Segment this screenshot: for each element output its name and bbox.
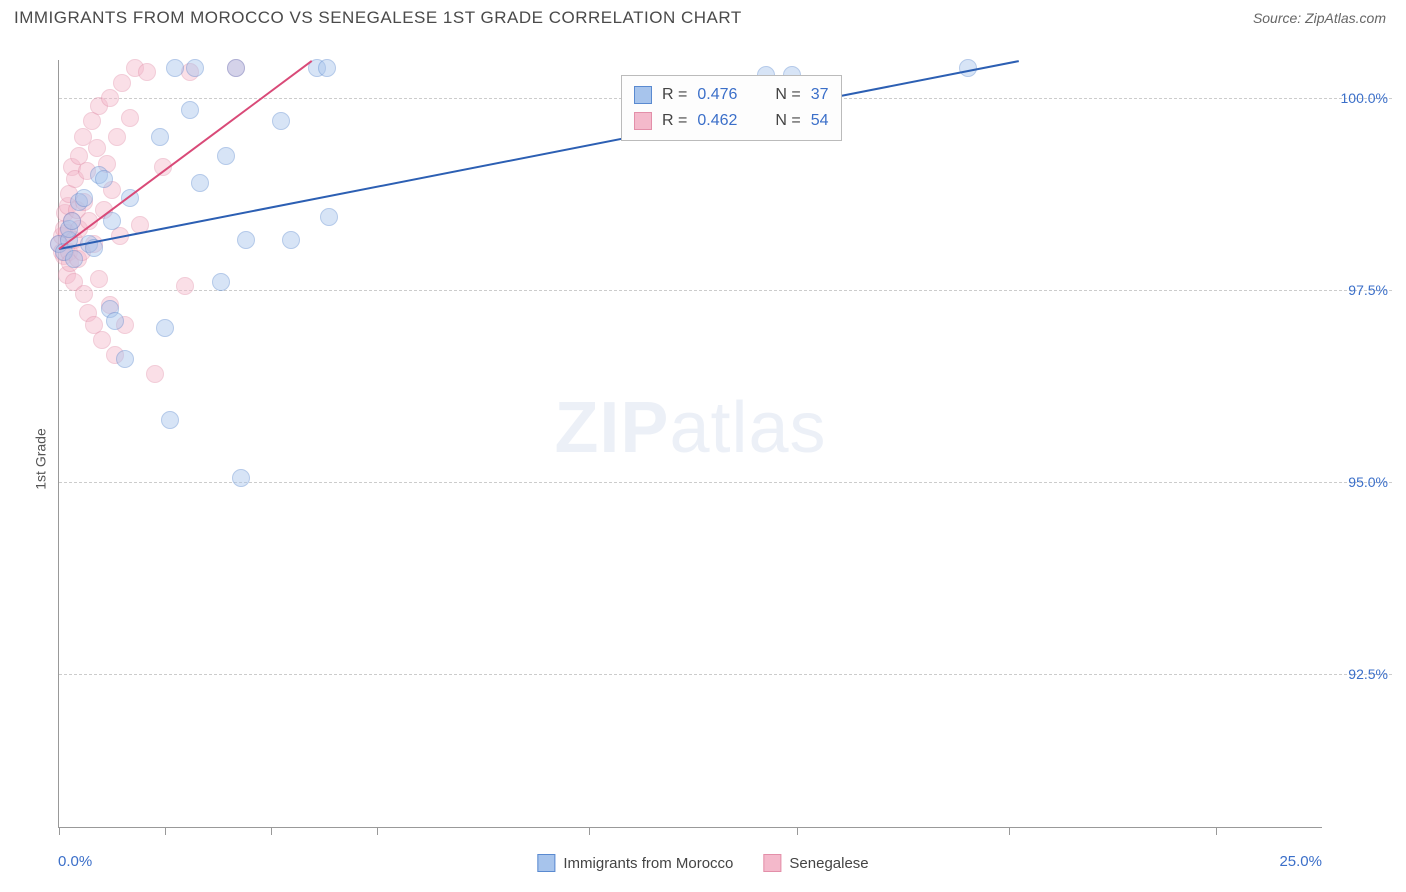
legend-swatch (537, 854, 555, 872)
stats-row: R = 0.462 N = 54 (634, 108, 829, 134)
gridline (59, 290, 1392, 291)
legend-item: Immigrants from Morocco (537, 854, 733, 872)
data-point (151, 128, 169, 146)
data-point (108, 128, 126, 146)
data-point (146, 365, 164, 383)
data-point (191, 174, 209, 192)
data-point (318, 59, 336, 77)
data-point (282, 231, 300, 249)
data-point (93, 331, 111, 349)
stat-r-value: 0.476 (697, 82, 737, 108)
data-point (186, 59, 204, 77)
y-tick-label: 95.0% (1348, 474, 1388, 490)
data-point (212, 273, 230, 291)
stat-n-value: 37 (811, 82, 829, 108)
data-point (227, 59, 245, 77)
legend-swatch (634, 86, 652, 104)
chart-title: IMMIGRANTS FROM MOROCCO VS SENEGALESE 1S… (14, 8, 742, 28)
data-point (156, 319, 174, 337)
data-point (83, 112, 101, 130)
stat-r-value: 0.462 (697, 108, 737, 134)
gridline (59, 674, 1392, 675)
plot-region: ZIPatlas 100.0%97.5%95.0%92.5%R = 0.476N… (58, 60, 1322, 828)
y-tick-label: 92.5% (1348, 666, 1388, 682)
x-tick (1216, 827, 1217, 835)
stat-r-label: R = (662, 108, 687, 134)
x-axis-max-label: 25.0% (1279, 853, 1322, 870)
legend-swatch (763, 854, 781, 872)
stat-r-label: R = (662, 82, 687, 108)
x-tick (271, 827, 272, 835)
data-point (166, 59, 184, 77)
legend-label: Immigrants from Morocco (563, 855, 733, 872)
data-point (63, 212, 81, 230)
legend-label: Senegalese (789, 855, 868, 872)
data-point (320, 208, 338, 226)
x-tick (589, 827, 590, 835)
x-tick (165, 827, 166, 835)
legend-item: Senegalese (763, 854, 868, 872)
stat-n-label: N = (775, 82, 800, 108)
data-point (101, 89, 119, 107)
data-point (237, 231, 255, 249)
data-point (75, 285, 93, 303)
data-point (116, 350, 134, 368)
data-point (90, 270, 108, 288)
data-point (95, 170, 113, 188)
data-point (181, 101, 199, 119)
chart-area: 1st Grade ZIPatlas 100.0%97.5%95.0%92.5%… (14, 40, 1392, 878)
chart-source: Source: ZipAtlas.com (1253, 10, 1386, 26)
legend-swatch (634, 112, 652, 130)
data-point (176, 277, 194, 295)
data-point (138, 63, 156, 81)
trend-line (59, 60, 1019, 250)
chart-header: IMMIGRANTS FROM MOROCCO VS SENEGALESE 1S… (0, 0, 1406, 32)
x-tick (377, 827, 378, 835)
data-point (75, 189, 93, 207)
stats-row: R = 0.476 N = 37 (634, 82, 829, 108)
y-axis-label: 1st Grade (33, 428, 49, 489)
data-point (121, 109, 139, 127)
bottom-legend: Immigrants from Morocco Senegalese (537, 854, 868, 872)
data-point (113, 74, 131, 92)
stat-n-label: N = (775, 108, 800, 134)
stat-n-value: 54 (811, 108, 829, 134)
x-tick (1009, 827, 1010, 835)
data-point (232, 469, 250, 487)
data-point (272, 112, 290, 130)
y-tick-label: 97.5% (1348, 282, 1388, 298)
data-point (106, 312, 124, 330)
y-tick-label: 100.0% (1341, 90, 1388, 106)
data-point (161, 411, 179, 429)
x-tick (59, 827, 60, 835)
watermark: ZIPatlas (554, 387, 826, 469)
x-axis-min-label: 0.0% (58, 853, 92, 870)
x-tick (797, 827, 798, 835)
gridline (59, 482, 1392, 483)
stats-legend: R = 0.476 N = 37 R = 0.462 N = 54 (621, 75, 842, 140)
data-point (217, 147, 235, 165)
data-point (65, 250, 83, 268)
